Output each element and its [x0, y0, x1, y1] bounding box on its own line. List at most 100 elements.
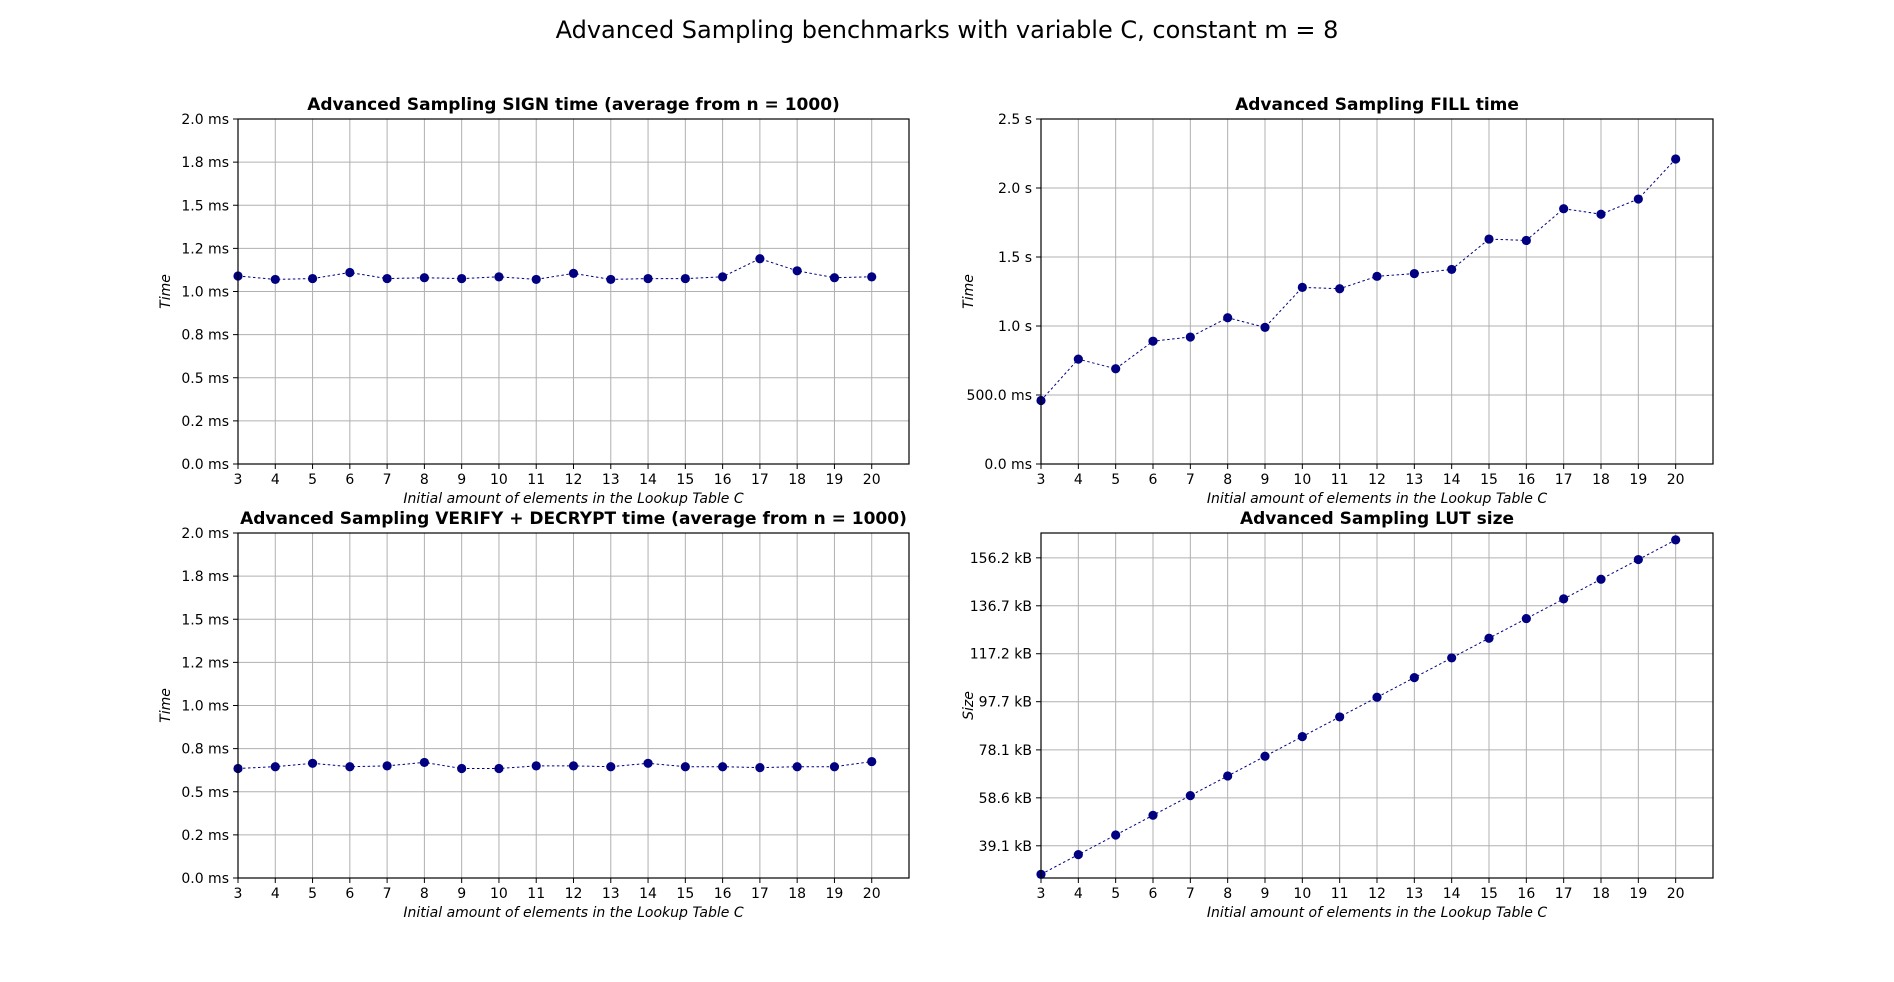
x-tick-label: 6 [1149, 472, 1158, 488]
data-point [1447, 264, 1457, 275]
data-point [1521, 235, 1531, 246]
data-point [1559, 594, 1569, 604]
y-tick-label: 156.2 kB [970, 551, 1032, 567]
data-point [1260, 322, 1270, 332]
x-axis-label: Initial amount of elements in the Lookup… [403, 491, 743, 507]
y-tick-label: 97.7 kB [979, 695, 1032, 711]
x-tick-label: 19 [1629, 886, 1647, 902]
data-point [382, 761, 392, 771]
data-point [1073, 850, 1083, 860]
data-point [1372, 692, 1382, 702]
x-tick-label: 14 [1443, 472, 1461, 488]
x-tick-label: 7 [383, 886, 392, 902]
x-tick-label: 11 [527, 472, 545, 488]
data-point [568, 268, 579, 278]
data-point [419, 273, 429, 283]
x-tick-label: 18 [1592, 886, 1610, 902]
y-tick-label: 1.5 ms [181, 612, 229, 628]
data-point [829, 273, 840, 283]
x-tick-label: 13 [602, 886, 620, 902]
data-point [345, 267, 355, 278]
data-point [457, 763, 467, 774]
y-tick-label: 0.8 ms [181, 742, 229, 758]
x-tick-label: 15 [1480, 472, 1498, 488]
y-tick-label: 1.8 ms [181, 155, 229, 171]
x-tick-label: 4 [1074, 472, 1083, 488]
data-point [1148, 810, 1158, 820]
x-tick-label: 9 [457, 472, 466, 488]
data-point [531, 761, 541, 771]
series-line [1040, 158, 1677, 401]
data-point [1559, 204, 1569, 214]
data-point [792, 762, 802, 772]
data-point [680, 762, 690, 772]
y-axis-label: Size [961, 691, 977, 720]
y-tick-label: 1.8 ms [181, 569, 229, 585]
x-tick-label: 12 [1368, 886, 1386, 902]
y-tick-label: 1.2 ms [181, 241, 229, 257]
chart-title: Advanced Sampling SIGN time (average fro… [307, 95, 840, 115]
x-tick-label: 15 [676, 472, 694, 488]
data-point [382, 273, 392, 284]
x-tick-label: 6 [345, 472, 354, 488]
data-point [1633, 194, 1643, 204]
y-axis-label: Time [158, 274, 174, 309]
x-tick-label: 17 [751, 472, 769, 488]
chart-title: Advanced Sampling VERIFY + DECRYPT time … [240, 509, 907, 529]
y-tick-label: 136.7 kB [970, 599, 1032, 615]
x-tick-label: 5 [308, 886, 317, 902]
x-tick-label: 11 [1331, 472, 1349, 488]
x-tick-label: 7 [1186, 472, 1195, 488]
x-tick-label: 10 [1293, 472, 1311, 488]
chart-panel-3: 3 4 5 6 7 8 9 10 11 12 13 14 15 16 17 18 19 20 0.0 ms 0.2 m… [158, 509, 910, 921]
y-tick-label: 2.0 s [998, 181, 1032, 197]
y-tick-label: 1.0 s [998, 319, 1032, 335]
data-point [755, 254, 765, 264]
data-point [606, 762, 616, 772]
x-axis-label: Initial amount of elements in the Lookup… [1207, 491, 1547, 507]
x-tick-label: 20 [1667, 886, 1685, 902]
data-point [270, 762, 280, 772]
data-point [307, 273, 318, 284]
x-tick-label: 4 [1074, 886, 1083, 902]
x-tick-label: 8 [420, 886, 429, 902]
x-tick-label: 5 [1111, 886, 1120, 902]
data-point [1297, 732, 1307, 742]
x-tick-label: 9 [1261, 886, 1270, 902]
chart-panel-1: 3 4 5 6 7 8 9 10 11 12 13 14 15 16 17 18 19 20 0.0 ms 0.2 m… [158, 95, 910, 507]
y-tick-label: 1.0 ms [181, 285, 229, 301]
y-tick-label: 39.1 kB [979, 839, 1032, 855]
y-axis-label: Time [158, 688, 174, 723]
x-tick-label: 13 [1405, 472, 1423, 488]
data-point [1447, 653, 1457, 663]
y-tick-label: 117.2 kB [970, 647, 1032, 663]
x-tick-label: 14 [639, 472, 657, 488]
data-point [419, 757, 429, 768]
x-tick-label: 8 [1223, 886, 1232, 902]
x-tick-label: 8 [1223, 472, 1232, 488]
x-tick-label: 7 [1186, 886, 1195, 902]
chart-panel-4: 3 4 5 6 7 8 9 10 11 12 13 14 15 16 17 18 19 20 39.1 kB 58.6… [961, 509, 1714, 921]
data-point [1372, 271, 1382, 281]
data-point [1484, 633, 1494, 643]
series-line [237, 761, 872, 769]
x-tick-label: 6 [1149, 886, 1158, 902]
y-tick-label: 0.5 ms [181, 785, 229, 801]
x-tick-label: 18 [788, 472, 806, 488]
figure-title: Advanced Sampling benchmarks with variab… [556, 16, 1339, 44]
data-point [1111, 830, 1121, 840]
y-tick-label: 0.0 ms [984, 457, 1032, 473]
data-point [1484, 234, 1494, 244]
x-tick-label: 17 [1555, 886, 1573, 902]
chart-panel-2: 3 4 5 6 7 8 9 10 11 12 13 14 15 16 17 18 19 20 0.0 ms 500.0… [961, 95, 1714, 507]
y-tick-label: 1.5 ms [181, 198, 229, 214]
y-tick-label: 0.5 ms [181, 371, 229, 387]
data-point [1260, 751, 1270, 761]
data-point [1223, 313, 1233, 323]
x-tick-label: 3 [234, 886, 243, 902]
data-point [1223, 771, 1233, 781]
y-tick-label: 58.6 kB [979, 791, 1032, 807]
data-point [568, 761, 579, 771]
series-line [237, 258, 872, 280]
